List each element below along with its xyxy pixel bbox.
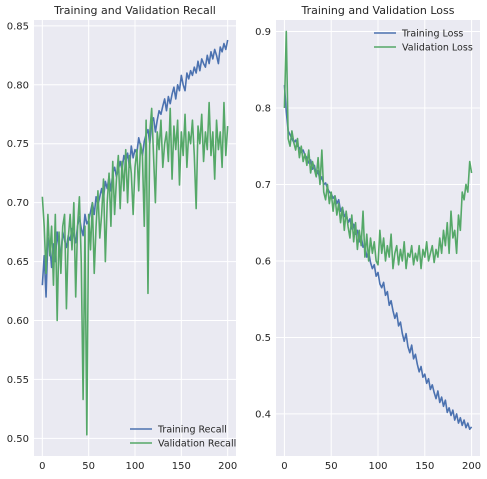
validation-recall-line <box>41 101 229 436</box>
loss-x-tick-label: 0 <box>281 461 287 472</box>
recall-y-tick-label: 0.75 <box>7 139 29 150</box>
recall-x-tick-label: 50 <box>82 461 95 472</box>
recall-y-tick-label: 0.60 <box>7 316 29 327</box>
recall-x-tick-label: 150 <box>172 461 191 472</box>
loss-legend-label-validation: Validation Loss <box>402 43 473 54</box>
loss-grid <box>276 20 480 456</box>
recall-legend-label-training: Training Recall <box>157 425 227 436</box>
recall-x-tick-label: 0 <box>39 461 45 472</box>
recall-tick-labels: 0 50 100 150 200 0.50 0.55 0.60 0.65 0.70 0.75 0.80… <box>7 21 237 472</box>
recall-series <box>41 39 229 436</box>
recall-x-tick-label: 200 <box>218 461 237 472</box>
recall-legend: Training Recall Validation Recall <box>130 425 236 450</box>
loss-chart-panel: 0 50 100 150 200 0.4 0.5 0.6 0.7 0.8 0.9 Training … <box>255 4 481 472</box>
recall-y-tick-label: 0.50 <box>7 434 29 445</box>
loss-chart-title: Training and Validation Loss <box>300 4 454 17</box>
loss-x-tick-label: 200 <box>462 461 481 472</box>
loss-y-tick-label: 0.8 <box>255 103 271 114</box>
loss-x-tick-label: 50 <box>325 461 338 472</box>
loss-legend-label-training: Training Loss <box>401 29 463 40</box>
loss-y-tick-label: 0.7 <box>255 180 271 191</box>
recall-y-tick-label: 0.80 <box>7 80 29 91</box>
recall-y-tick-label: 0.70 <box>7 198 29 209</box>
loss-y-tick-label: 0.6 <box>255 256 271 267</box>
loss-series <box>283 30 473 431</box>
recall-y-tick-label: 0.55 <box>7 375 29 386</box>
loss-tick-labels: 0 50 100 150 200 0.4 0.5 0.6 0.7 0.8 0.9 <box>255 27 481 472</box>
recall-x-tick-label: 100 <box>125 461 144 472</box>
loss-y-tick-label: 0.4 <box>255 409 271 420</box>
recall-y-tick-label: 0.65 <box>7 257 29 268</box>
validation-loss-line <box>283 30 473 270</box>
loss-x-tick-label: 100 <box>368 461 387 472</box>
recall-legend-label-validation: Validation Recall <box>158 439 236 450</box>
loss-y-tick-label: 0.5 <box>255 333 271 344</box>
loss-x-tick-label: 150 <box>415 461 434 472</box>
recall-y-tick-label: 0.85 <box>7 21 29 32</box>
recall-chart-panel: 0 50 100 150 200 0.50 0.55 0.60 0.65 0.70 0.75 0.80… <box>7 4 237 472</box>
loss-legend: Training Loss Validation Loss <box>374 29 473 54</box>
loss-y-tick-label: 0.9 <box>255 27 271 38</box>
recall-chart-title: Training and Validation Recall <box>53 4 216 17</box>
